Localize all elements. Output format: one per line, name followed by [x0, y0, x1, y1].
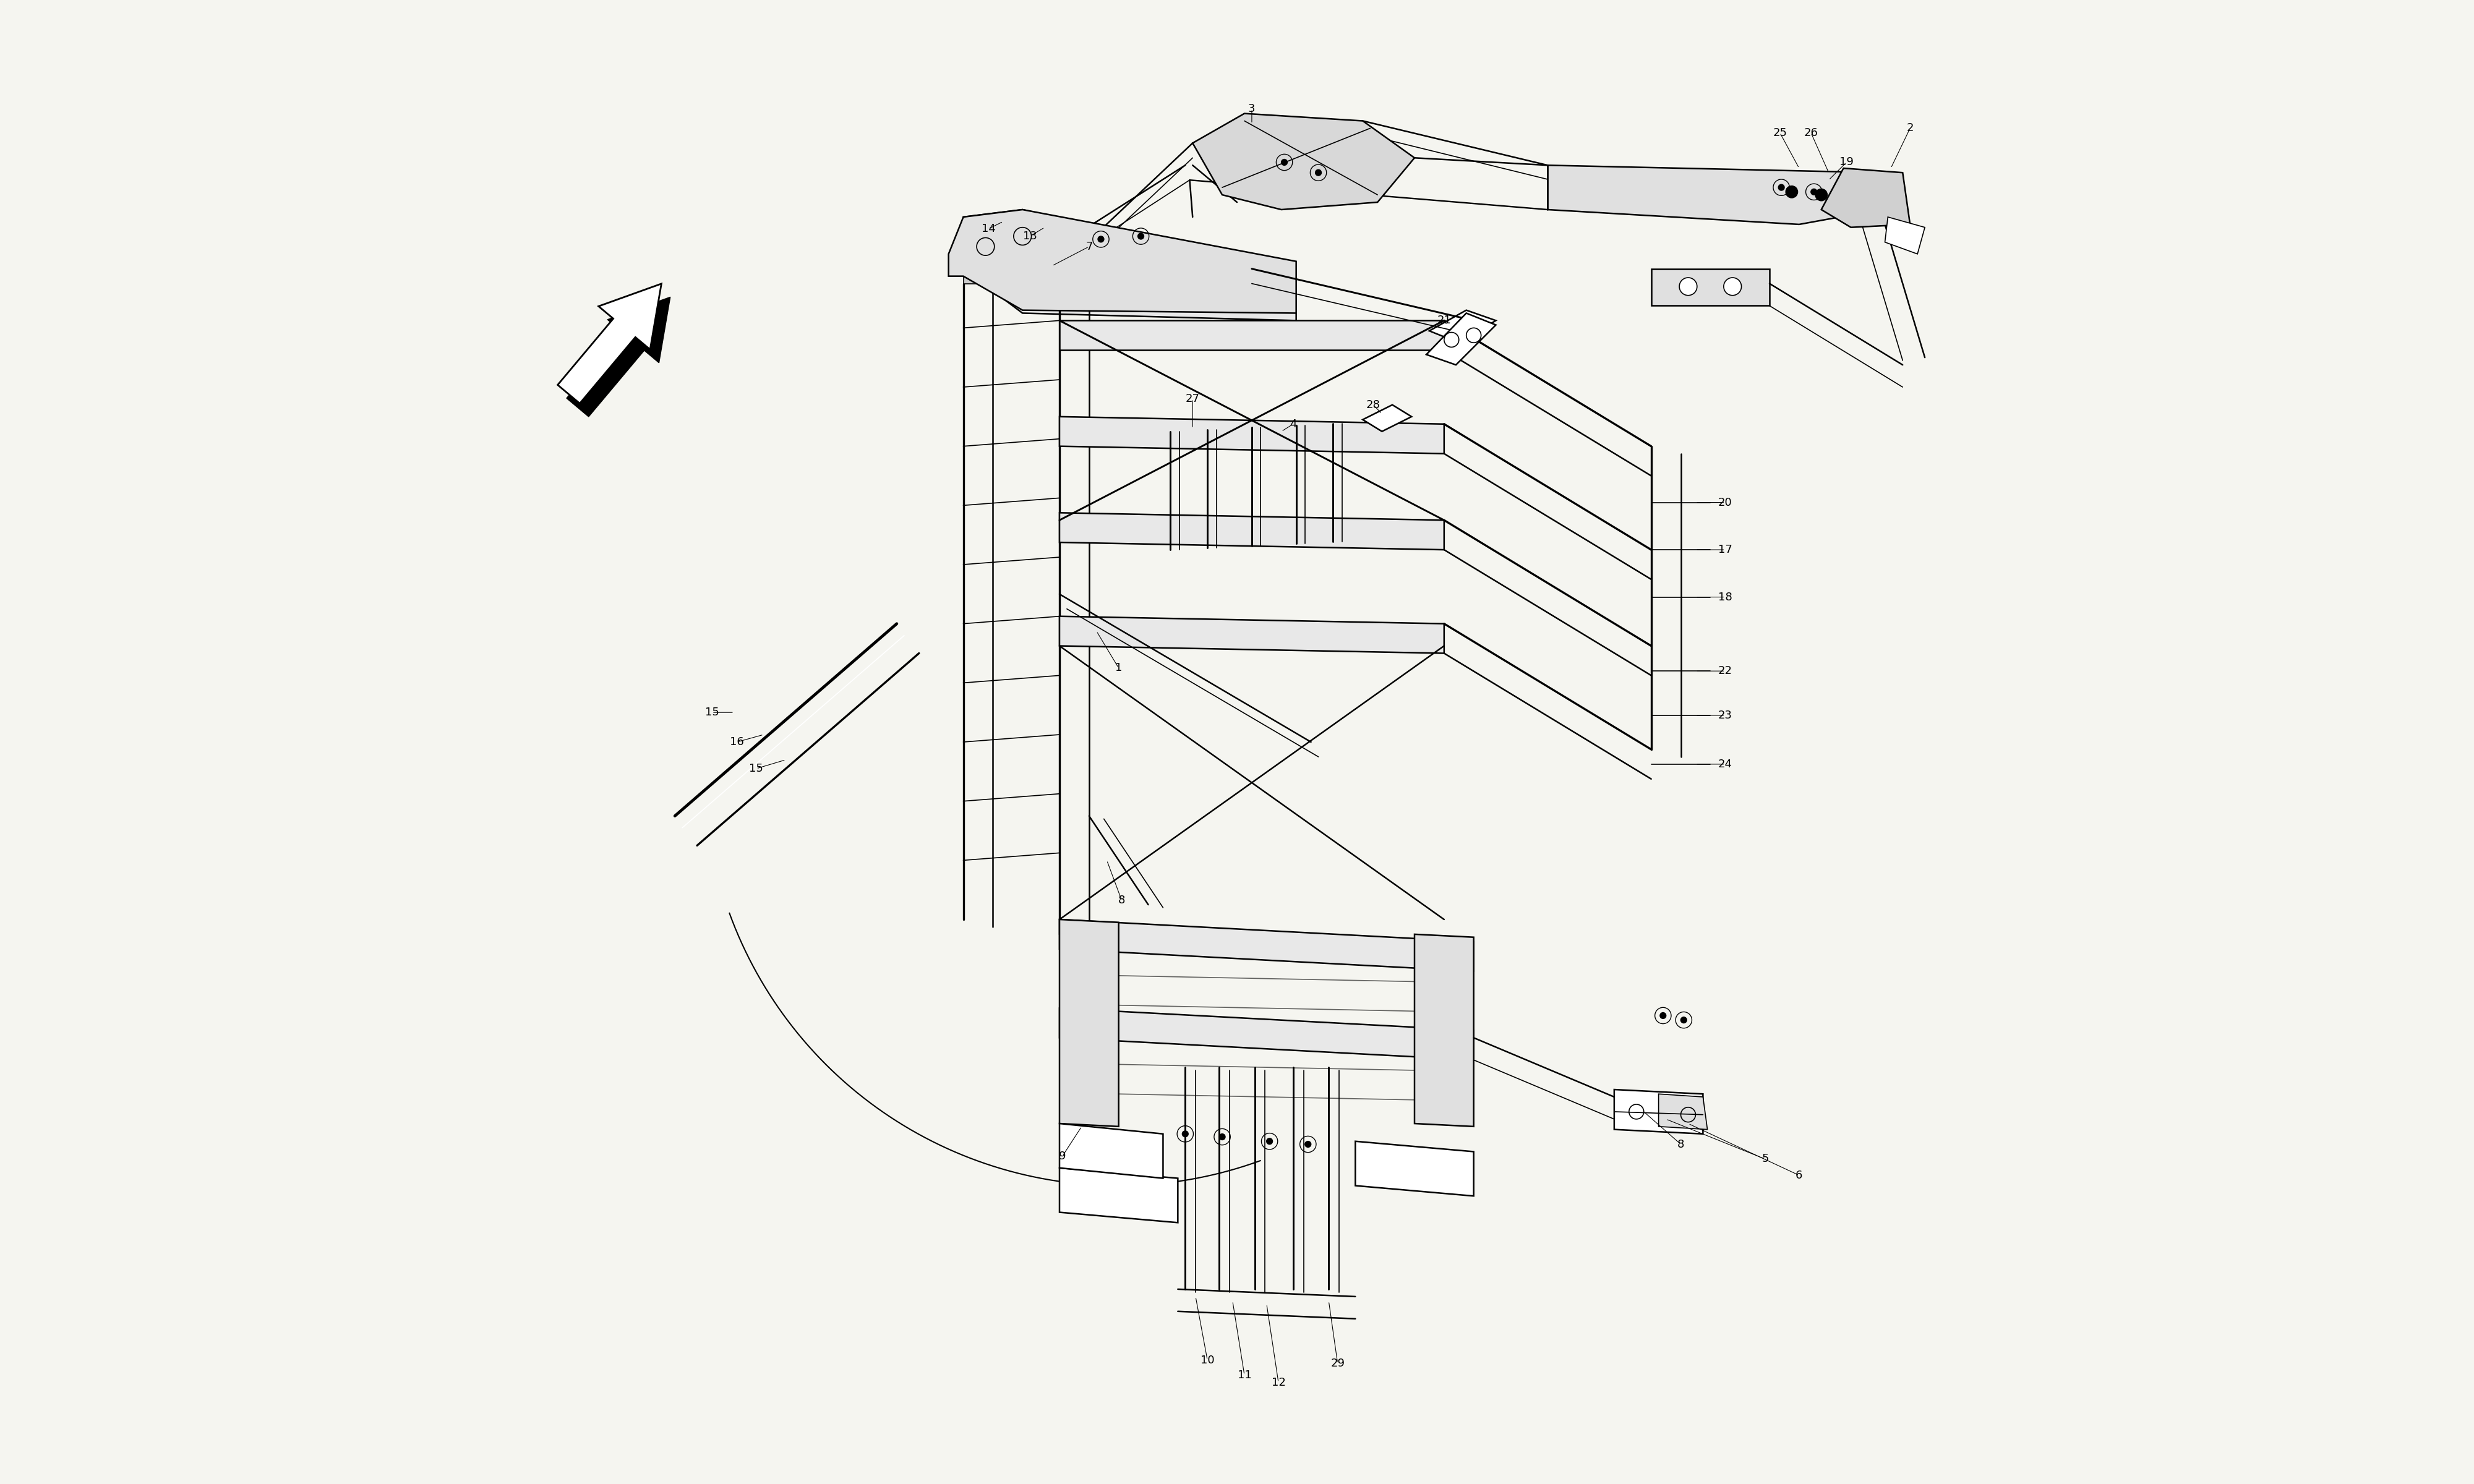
Polygon shape — [1427, 313, 1497, 365]
Polygon shape — [1415, 935, 1475, 1126]
Polygon shape — [948, 209, 1296, 313]
Text: 13: 13 — [1022, 230, 1037, 242]
Text: 4: 4 — [1289, 418, 1296, 429]
Circle shape — [1183, 1131, 1188, 1137]
Polygon shape — [1821, 168, 1910, 227]
Text: 6: 6 — [1796, 1169, 1804, 1181]
Polygon shape — [1885, 217, 1925, 254]
Text: 1: 1 — [1116, 662, 1123, 674]
Text: 10: 10 — [1200, 1355, 1215, 1365]
Circle shape — [1816, 188, 1828, 200]
Circle shape — [1267, 1138, 1272, 1144]
Polygon shape — [962, 209, 1296, 321]
Text: 15: 15 — [705, 706, 720, 718]
Text: 29: 29 — [1331, 1358, 1346, 1368]
Text: 27: 27 — [1185, 393, 1200, 405]
Polygon shape — [1658, 1094, 1707, 1129]
Polygon shape — [1059, 321, 1445, 350]
Polygon shape — [1613, 1089, 1702, 1134]
Circle shape — [1786, 186, 1799, 197]
Polygon shape — [567, 297, 670, 417]
Circle shape — [1138, 233, 1143, 239]
Text: 23: 23 — [1717, 709, 1732, 721]
Text: 28: 28 — [1366, 399, 1380, 411]
Text: 26: 26 — [1804, 128, 1818, 138]
Circle shape — [1098, 236, 1103, 242]
Polygon shape — [1059, 417, 1445, 454]
Text: 16: 16 — [730, 736, 745, 748]
Polygon shape — [1059, 1008, 1475, 1060]
Text: 25: 25 — [1774, 128, 1786, 138]
Polygon shape — [1059, 920, 1475, 971]
Circle shape — [1282, 159, 1286, 165]
Polygon shape — [1059, 513, 1445, 549]
Text: 5: 5 — [1761, 1153, 1769, 1165]
Polygon shape — [557, 283, 661, 404]
Circle shape — [1680, 1017, 1687, 1022]
Text: 9: 9 — [1059, 1150, 1066, 1162]
Polygon shape — [1363, 405, 1413, 432]
Circle shape — [1306, 1141, 1311, 1147]
Circle shape — [1680, 278, 1697, 295]
Polygon shape — [962, 269, 1022, 283]
Polygon shape — [1059, 1168, 1178, 1223]
Text: 7: 7 — [1086, 240, 1094, 252]
Text: 8: 8 — [1118, 895, 1126, 905]
Text: 19: 19 — [1838, 157, 1853, 168]
Circle shape — [1316, 169, 1321, 175]
Text: 17: 17 — [1717, 545, 1732, 555]
Polygon shape — [1059, 920, 1118, 1126]
Text: 2: 2 — [1907, 123, 1912, 134]
Text: 11: 11 — [1237, 1370, 1252, 1380]
Text: 15: 15 — [750, 763, 764, 775]
Text: 20: 20 — [1717, 497, 1732, 508]
Text: 22: 22 — [1717, 665, 1732, 677]
Polygon shape — [1549, 165, 1880, 224]
Circle shape — [1660, 1012, 1665, 1018]
Polygon shape — [1650, 269, 1769, 306]
Text: 12: 12 — [1272, 1377, 1286, 1388]
Polygon shape — [1059, 616, 1445, 653]
Circle shape — [1811, 188, 1816, 194]
Text: 18: 18 — [1717, 592, 1732, 603]
Text: 8: 8 — [1677, 1138, 1685, 1150]
Polygon shape — [1430, 310, 1497, 343]
Polygon shape — [1059, 1123, 1163, 1178]
Polygon shape — [1192, 113, 1415, 209]
Circle shape — [1724, 278, 1742, 295]
Circle shape — [1779, 184, 1784, 190]
Text: 14: 14 — [982, 223, 995, 234]
Polygon shape — [1356, 1141, 1475, 1196]
Text: 3: 3 — [1249, 104, 1254, 114]
Text: 21: 21 — [1437, 315, 1452, 326]
Circle shape — [1220, 1134, 1225, 1140]
Text: 24: 24 — [1717, 758, 1732, 770]
